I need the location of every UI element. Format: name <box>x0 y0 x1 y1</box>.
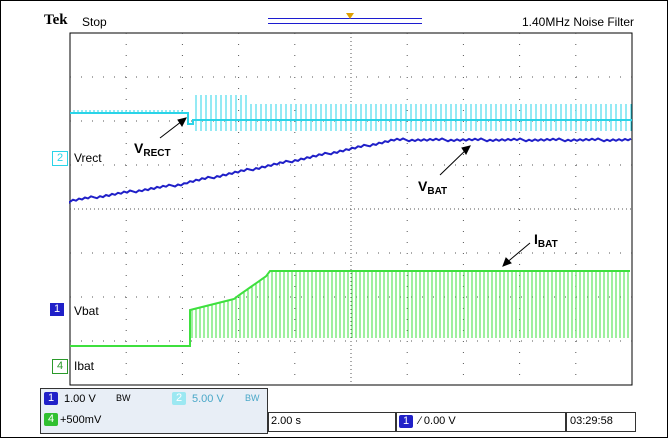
ibat-arrowhead <box>502 257 512 267</box>
ibat-annotation: IBAT <box>534 231 558 250</box>
vrect-annotation-main: V <box>134 140 144 156</box>
vbat-annotation: VBAT <box>418 178 447 197</box>
noise-filter-label: 1.40MHz Noise Filter <box>521 15 634 29</box>
ch2-label: Vrect <box>74 151 102 165</box>
run-state[interactable]: Stop <box>82 15 107 29</box>
status-ch4-badge[interactable]: 4 <box>44 413 58 426</box>
trigger-position-marker[interactable] <box>346 13 354 19</box>
ch1-badge[interactable]: 1 <box>50 303 64 316</box>
timebase-box[interactable]: 2.00 s <box>268 412 396 432</box>
ibat-envelope <box>70 270 630 347</box>
ch4-badge[interactable]: 4 <box>52 359 68 374</box>
ch4-label: Ibat <box>74 359 95 373</box>
ch1-label: Vbat <box>74 304 99 318</box>
vrect-annotation-sub: RECT <box>143 148 171 159</box>
ibat-pulses <box>191 271 629 338</box>
waveform-traces <box>69 95 632 347</box>
scope-header: Tek Stop 1.40MHz Noise Filter <box>40 10 640 32</box>
vrect-trace <box>70 112 632 125</box>
channel-readout-panel[interactable] <box>40 388 268 434</box>
ch4-scale: +500mV <box>60 414 102 426</box>
annotation-arrows <box>159 117 531 267</box>
clock-box: 03:29:58 <box>566 412 636 432</box>
vbat-trace <box>69 137 632 204</box>
ibat-annotation-main: I <box>534 231 538 247</box>
timebase-value: 2.00 s <box>271 415 301 427</box>
vrect-arrowhead <box>177 117 187 127</box>
trigger-box[interactable]: 1 ∕ 0.00 V <box>396 412 566 432</box>
status-ch2-badge[interactable]: 2 <box>172 392 186 405</box>
trigger-source-badge: 1 <box>399 415 413 428</box>
ch2-bw-limit: BW <box>245 393 260 403</box>
status-ch1-badge[interactable]: 1 <box>44 392 58 405</box>
status-bar: 1 1.00 V BW 2 5.00 V BW 4 +500mV 2.00 s … <box>40 388 636 434</box>
record-position-bar[interactable] <box>268 18 422 24</box>
clock-value: 03:29:58 <box>570 415 613 427</box>
vrect-switching <box>73 95 632 131</box>
graticule-grid <box>70 33 632 385</box>
ch2-badge[interactable]: 2 <box>52 151 68 166</box>
ch1-scale: 1.00 V <box>64 393 96 405</box>
brand-logo: Tek <box>44 12 68 28</box>
ch2-scale: 5.00 V <box>192 393 224 405</box>
ibat-annotation-sub: BAT <box>537 239 558 250</box>
vbat-annotation-sub: BAT <box>427 186 448 197</box>
ch1-bw-limit: BW <box>116 393 131 403</box>
vbat-arrowhead <box>461 145 471 155</box>
vrect-annotation: VRECT <box>134 140 171 159</box>
vbat-annotation-main: V <box>418 178 428 194</box>
trigger-level: ∕ 0.00 V <box>419 415 456 427</box>
